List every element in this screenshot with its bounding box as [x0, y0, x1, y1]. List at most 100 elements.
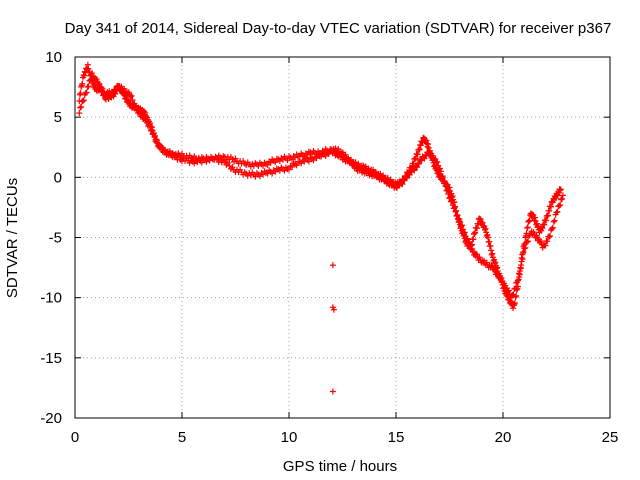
data-point	[482, 225, 489, 232]
data-point	[453, 213, 460, 220]
data-point	[524, 224, 531, 231]
data-point	[93, 76, 100, 83]
x-tick-label: 10	[281, 429, 298, 446]
data-point	[511, 301, 518, 308]
data-point	[539, 225, 546, 232]
data-point	[423, 137, 430, 144]
data-point	[198, 159, 205, 166]
data-point	[414, 151, 421, 158]
data-point	[542, 242, 549, 249]
data-point	[466, 238, 473, 245]
data-point	[544, 213, 551, 220]
data-point	[329, 262, 336, 269]
data-point	[487, 242, 494, 249]
data-point	[425, 144, 432, 151]
data-point	[553, 209, 560, 216]
data-point	[472, 229, 479, 236]
data-point	[138, 111, 145, 118]
x-axis-label: GPS time / hours	[283, 458, 397, 475]
data-point	[448, 198, 455, 205]
data-point	[465, 239, 472, 246]
data-point	[96, 80, 103, 87]
data-point	[459, 226, 466, 233]
data-point	[476, 254, 483, 261]
data-point	[484, 231, 491, 238]
data-point	[121, 85, 128, 92]
data-point	[485, 234, 492, 241]
data-point	[404, 175, 411, 182]
data-point	[470, 236, 477, 243]
data-point	[416, 146, 423, 153]
data-point	[403, 174, 410, 181]
data-point	[423, 152, 430, 159]
data-point	[543, 217, 550, 224]
data-point	[260, 162, 267, 169]
data-point	[148, 126, 155, 133]
data-point	[260, 171, 267, 178]
data-point	[203, 158, 210, 165]
data-point	[437, 168, 444, 175]
data-point	[525, 238, 532, 245]
data-point	[474, 225, 481, 232]
data-point	[85, 65, 92, 72]
data-point	[437, 165, 444, 172]
data-point	[230, 158, 237, 165]
data-point	[529, 211, 536, 218]
data-point	[559, 192, 566, 199]
data-point	[131, 100, 138, 107]
data-point	[458, 223, 465, 230]
data-point	[479, 219, 486, 226]
data-point	[289, 156, 296, 163]
y-tick-label: -10	[40, 290, 62, 307]
y-tick-label: -20	[40, 410, 62, 427]
ticks	[74, 56, 611, 419]
data-point	[478, 219, 485, 226]
data-point	[325, 151, 332, 158]
data-point	[557, 202, 564, 209]
data-point	[399, 181, 406, 188]
data-point	[310, 157, 317, 164]
data-point	[79, 97, 86, 104]
data-point	[322, 153, 329, 160]
data-point	[450, 205, 457, 212]
data-point	[524, 224, 531, 231]
data-point	[525, 218, 532, 225]
data-point	[160, 146, 167, 153]
data-point	[79, 80, 86, 87]
data-point	[448, 198, 455, 205]
data-point	[555, 189, 562, 196]
data-point	[150, 130, 157, 137]
data-point	[82, 90, 89, 97]
y-tick-labels: 10 5 0 -5 -10 -15 -20	[40, 49, 62, 427]
data-point	[313, 155, 320, 162]
data-point	[554, 208, 561, 215]
y-tick-label: 10	[45, 49, 62, 66]
data-point	[85, 83, 92, 90]
data-point	[546, 207, 553, 214]
data-point	[519, 256, 526, 263]
x-tick-label: 15	[388, 429, 405, 446]
data-point	[442, 182, 449, 189]
data-point	[101, 91, 108, 98]
data-point	[191, 160, 198, 167]
data-point	[87, 77, 94, 84]
data-point	[460, 230, 467, 237]
data-point	[549, 199, 556, 206]
data-point	[84, 61, 91, 68]
data-point	[81, 72, 88, 79]
data-point	[281, 167, 288, 174]
data-point	[429, 152, 436, 159]
data-point	[473, 251, 480, 258]
data-point	[97, 84, 104, 91]
data-point	[519, 250, 526, 257]
data-point	[461, 229, 468, 236]
data-point	[417, 142, 424, 149]
gridlines	[75, 57, 610, 418]
data-point	[133, 103, 140, 110]
y-axis-label: SDTVAR / TECUs	[4, 178, 21, 298]
data-point	[337, 151, 344, 158]
data-point	[520, 248, 527, 255]
data-point	[531, 217, 538, 224]
data-point	[459, 222, 466, 229]
data-point	[76, 110, 83, 117]
